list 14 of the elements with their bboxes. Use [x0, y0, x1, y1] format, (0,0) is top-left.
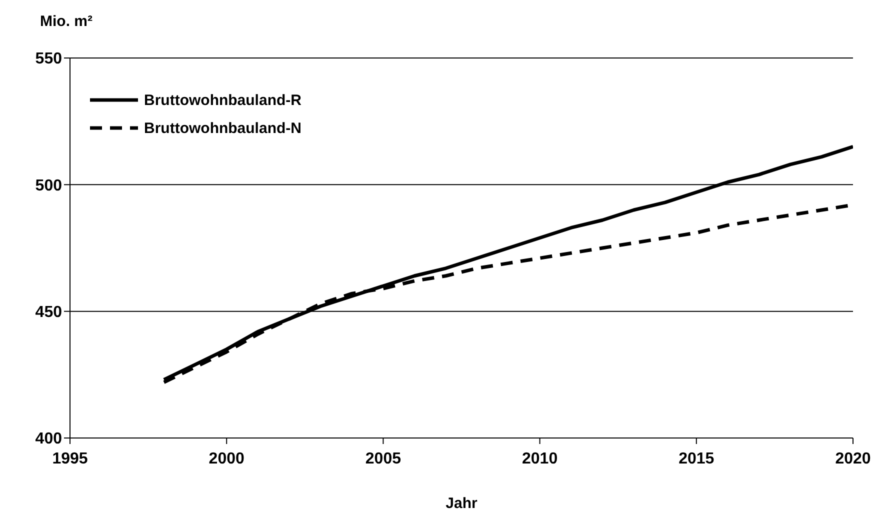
- x-tick-label: 1995: [52, 450, 88, 468]
- y-tick-label: 450: [35, 304, 62, 322]
- x-tick-label: 2005: [365, 450, 402, 468]
- x-tick-label: 2020: [835, 450, 871, 468]
- x-tick-label: 2000: [208, 450, 244, 468]
- x-axis-title: Jahr: [446, 495, 478, 512]
- y-tick-label: 550: [35, 50, 62, 68]
- legend-label: Bruttowohnbauland-R: [144, 92, 302, 108]
- y-tick-label: 500: [35, 177, 62, 194]
- x-tick-label: 2010: [522, 450, 558, 468]
- y-tick-label: 400: [35, 430, 62, 448]
- x-tick-label: 2015: [678, 450, 714, 468]
- y-axis-title: Mio. m²: [40, 13, 92, 30]
- legend-label: Bruttowohnbauland-N: [144, 120, 302, 136]
